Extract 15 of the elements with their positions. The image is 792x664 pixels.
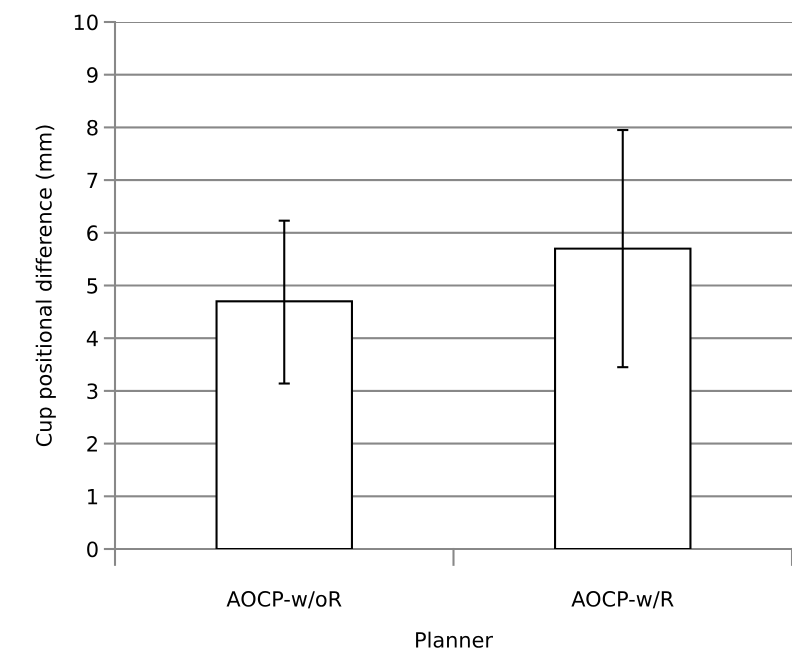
y-axis-title: Cup positional difference (mm) <box>36 125 56 446</box>
y-tick-label: 1 <box>88 489 98 504</box>
y-tick-label: 2 <box>87 436 97 452</box>
x-tick-label: AOCP-w/oR <box>226 591 342 608</box>
y-tick-label: 5 <box>87 278 98 294</box>
y-tick-label: 6 <box>87 225 98 242</box>
x-tick-label: AOCP-w/R <box>571 591 674 608</box>
y-tick-label: 9 <box>87 67 98 83</box>
y-tick-label: 10 <box>74 14 98 30</box>
y-tick-label: 3 <box>87 383 98 400</box>
x-axis-title: Planner <box>416 632 493 648</box>
y-tick-label: 7 <box>87 172 98 188</box>
y-tick-label: 0 <box>87 541 98 558</box>
y-tick-label: 4 <box>86 330 98 346</box>
y-tick-label: 8 <box>87 120 98 136</box>
